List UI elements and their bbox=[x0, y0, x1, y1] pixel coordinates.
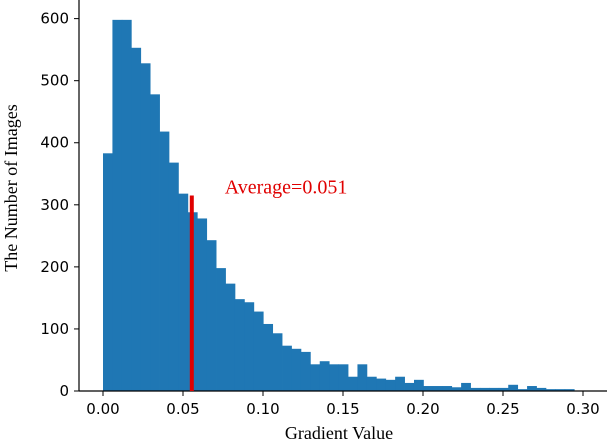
x-axis-title: Gradient Value bbox=[285, 423, 393, 442]
histogram-bar bbox=[112, 19, 123, 392]
histogram-bar bbox=[168, 162, 179, 391]
histogram-bar bbox=[159, 131, 170, 391]
histogram-bar bbox=[470, 387, 481, 391]
histogram-bar bbox=[291, 348, 302, 391]
histogram-bar bbox=[508, 384, 519, 391]
histogram-bar bbox=[404, 382, 415, 391]
x-tick-label: 0.15 bbox=[326, 400, 359, 418]
histogram-bar bbox=[121, 19, 132, 392]
histogram-bar bbox=[432, 386, 443, 391]
histogram-bar bbox=[319, 361, 330, 391]
histogram-bar bbox=[479, 387, 490, 391]
y-tick-label: 500 bbox=[40, 72, 69, 90]
histogram-bar bbox=[131, 47, 142, 391]
histogram-bar bbox=[536, 387, 547, 391]
histogram-bar bbox=[461, 382, 471, 391]
histogram-bar bbox=[253, 311, 264, 391]
histogram-bar bbox=[348, 376, 358, 391]
histogram-bar bbox=[178, 193, 189, 391]
histogram-bar bbox=[300, 351, 311, 391]
histogram-bar bbox=[395, 376, 405, 391]
y-tick-label: 600 bbox=[40, 10, 69, 28]
histogram-bar bbox=[498, 387, 509, 391]
y-tick-label: 0 bbox=[59, 382, 69, 400]
histogram-bar bbox=[357, 364, 368, 391]
histogram-bar bbox=[310, 364, 321, 391]
histogram-bar bbox=[517, 389, 528, 391]
histogram-bar bbox=[282, 345, 292, 391]
histogram-bar bbox=[385, 379, 396, 391]
histogram-bar bbox=[489, 387, 500, 391]
histogram-bar bbox=[244, 302, 255, 391]
histogram-bar bbox=[150, 94, 160, 391]
x-tick-label: 0.05 bbox=[166, 400, 199, 418]
histogram-bar bbox=[216, 268, 226, 391]
histogram-bar bbox=[413, 379, 424, 391]
y-tick-label: 400 bbox=[40, 134, 69, 152]
histogram-bar bbox=[263, 323, 274, 391]
y-axis-title: The Number of Images bbox=[1, 104, 21, 271]
x-tick-label: 0.25 bbox=[486, 400, 519, 418]
x-tick-label: 0.00 bbox=[86, 400, 119, 418]
tick-labels: 0 100 200 300 400 500 600 0.00 0.05 0.10 0.15 0.20 0… bbox=[40, 10, 599, 418]
histogram-bar bbox=[545, 389, 556, 391]
average-label: Average=0.051 bbox=[225, 177, 348, 199]
histogram-bar bbox=[272, 333, 283, 391]
y-tick-label: 300 bbox=[40, 196, 69, 214]
histogram-bar bbox=[329, 364, 339, 391]
y-tick-label: 200 bbox=[40, 258, 69, 276]
histogram-bar bbox=[451, 387, 462, 391]
histogram-bar bbox=[442, 386, 453, 391]
histogram-bar bbox=[234, 299, 245, 391]
histogram-bar bbox=[423, 386, 434, 391]
x-tick-label: 0.10 bbox=[246, 400, 279, 418]
x-tick-label: 0.30 bbox=[566, 400, 599, 418]
histogram-bar bbox=[225, 283, 236, 391]
histogram-bar bbox=[206, 240, 217, 391]
histogram-bar bbox=[197, 218, 208, 391]
histogram-bar bbox=[376, 378, 387, 391]
histogram-bar bbox=[338, 364, 349, 391]
histogram-bar bbox=[103, 153, 113, 391]
histogram-bar bbox=[140, 63, 151, 392]
histogram-bar bbox=[527, 386, 537, 391]
x-tick-label: 0.20 bbox=[406, 400, 439, 418]
histogram-bar bbox=[555, 389, 566, 391]
histogram-bar bbox=[366, 376, 377, 391]
histogram-bar bbox=[564, 389, 575, 391]
histogram-bars bbox=[103, 19, 575, 392]
y-tick-label: 100 bbox=[40, 320, 69, 338]
